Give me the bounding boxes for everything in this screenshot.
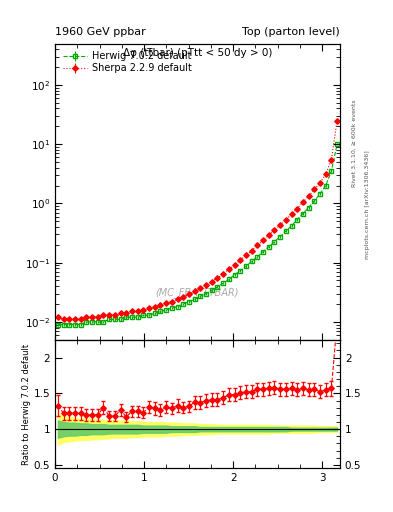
Legend: Herwig 7.0.2 default, Sherpa 2.2.9 default: Herwig 7.0.2 default, Sherpa 2.2.9 defau…: [60, 48, 195, 76]
Y-axis label: Ratio to Herwig 7.0.2 default: Ratio to Herwig 7.0.2 default: [22, 344, 31, 465]
Text: mcplots.cern.ch [arXiv:1306.3436]: mcplots.cern.ch [arXiv:1306.3436]: [365, 151, 370, 259]
Text: (MC_FBA_TTBAR): (MC_FBA_TTBAR): [156, 287, 239, 298]
Text: Rivet 3.1.10, ≥ 600k events: Rivet 3.1.10, ≥ 600k events: [352, 99, 357, 187]
Text: Top (parton level): Top (parton level): [242, 27, 340, 37]
Text: Δφ (tt̅bar) (pTtt < 50 dy > 0): Δφ (tt̅bar) (pTtt < 50 dy > 0): [123, 48, 272, 58]
Text: 1960 GeV ppbar: 1960 GeV ppbar: [55, 27, 146, 37]
